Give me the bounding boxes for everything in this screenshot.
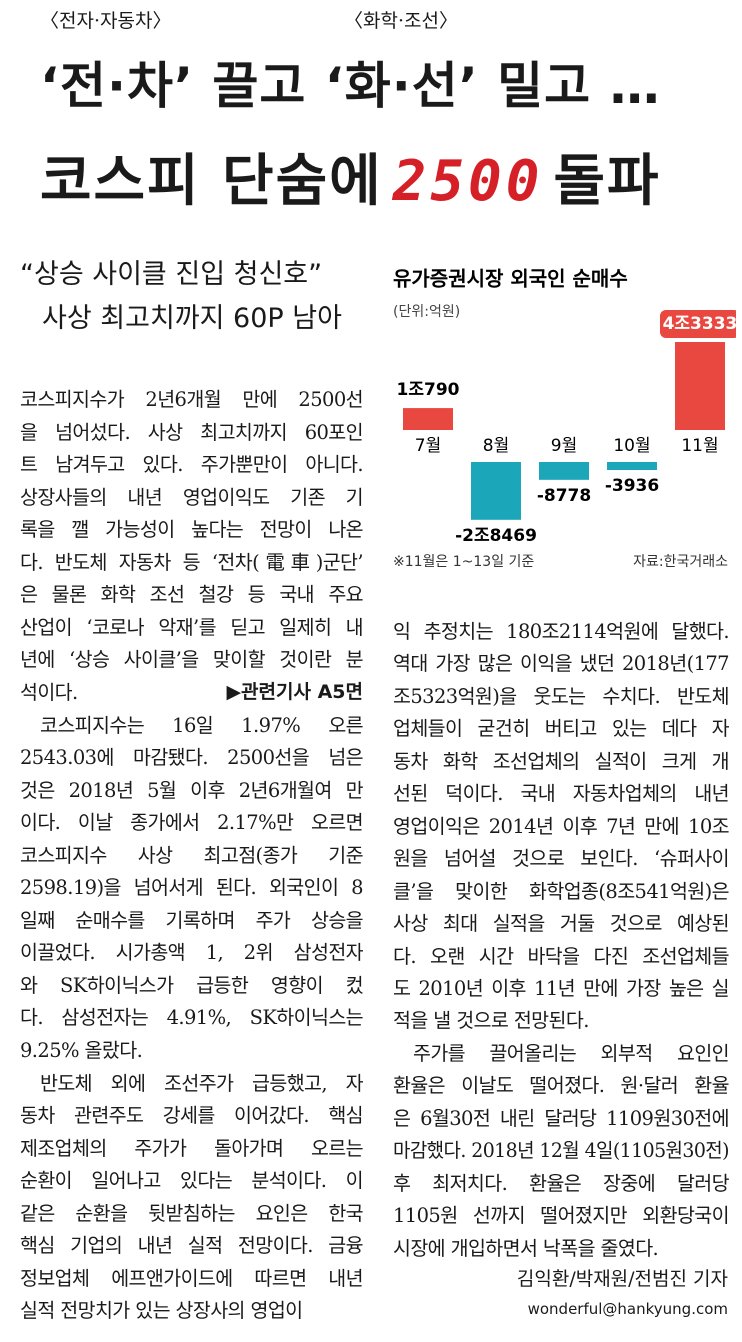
headline-number: 2500: [392, 149, 544, 214]
byline: 김익환/박재원/전범진 기자: [516, 1268, 728, 1290]
text-line: 1105원 선까지 떨어졌지만 외환당국이: [393, 1204, 729, 1228]
chart-title: 유가증권시장 외국인 순매수: [393, 267, 628, 291]
text-line: 2543.03에 마감됐다. 2500선을 넘은: [20, 746, 363, 770]
text-line: 을 넘어섰다. 사상 최고치까지 60포인: [20, 420, 363, 444]
value-label: -8778: [537, 486, 591, 506]
x-tick-label: 8월: [483, 436, 509, 456]
text-line: 순환이 일어나고 있다는 분석이다. 이: [20, 1169, 363, 1193]
bar: [471, 462, 521, 520]
text-line: 코스피지수 사상 최고점(종가 기준: [20, 843, 363, 867]
headline-part: 돌파: [553, 149, 661, 214]
text-line: 반도체 외에 조선주가 급등했고, 자: [40, 1071, 363, 1095]
text-line: 이다. 이날 종가에서 2.17%만 오르면: [20, 811, 363, 835]
bar: [675, 342, 725, 430]
text-line: 시장에 개입하면서 낙폭을 줄였다.: [393, 1236, 659, 1260]
email: wonderful@hankyung.com: [527, 1300, 728, 1318]
text-line: 9.25% 올랐다.: [20, 1039, 143, 1062]
text-line: 트 남겨두고 있다. 주가뿐만이 아니다.: [20, 453, 363, 477]
text-line: 이끌었다. 시가총액 1, 2위 삼성전자: [20, 941, 363, 965]
text-line: 상장사들의 내년 영업이익도 기존 기: [20, 485, 363, 509]
headline-label: 〈화학·조선〉: [344, 10, 458, 32]
bar: [403, 408, 453, 430]
text-line: 제조업체의 주가가 돌아가며 오르는: [20, 1136, 363, 1160]
bar: [539, 462, 589, 480]
x-tick-label: 11월: [681, 436, 718, 456]
text-line: 정보업체 에프앤가이드에 따르면 내년: [20, 1266, 363, 1290]
text-line: 2598.19)을 넘어서게 된다. 외국인이 8: [20, 876, 363, 900]
text-line: 산업이 ‘코로나 악재’를 딛고 일제히 내: [20, 615, 363, 639]
text-line: 일째 순매수를 기록하며 주가 상승을: [20, 908, 363, 932]
text-line: 마감했다. 2018년 12월 4일(1105원30전): [393, 1139, 730, 1163]
value-label: -2조8469: [455, 526, 537, 546]
text-line: 록을 깰 가능성이 높다는 전망이 나온: [20, 518, 363, 542]
text-line: 선된 덕이다. 국내 자동차업체의 내년: [393, 782, 729, 806]
text-line: 익 추정치는 180조2114억원에 달했다.: [393, 620, 729, 643]
x-tick-label: 9월: [551, 436, 577, 456]
text-line: 년에 ‘상승 사이클’을 맞이할 것이란 분: [20, 648, 363, 672]
text-line: 은 물론 화학 조선 철강 등 국내 주요: [20, 583, 363, 607]
text-line: 은 6월30전 내린 달러당 1109원30전에: [393, 1106, 729, 1130]
text-line: 주가를 끌어올리는 외부적 요인인: [413, 1041, 729, 1065]
text-line: 다. 반도체 자동차 등 ‘전차(電車)군단’: [20, 550, 363, 574]
value-label: 1조790: [397, 380, 460, 400]
text-line: 동차 화학 조선업체의 실적이 크게 개: [393, 749, 729, 773]
text-line: 도 2010년 이후 11년 만에 가장 높은 실: [393, 976, 729, 1000]
text-line: 동차 관련주도 강세를 이어갔다. 핵심: [20, 1104, 363, 1128]
text-line: 핵심 기업의 내년 실적 전망이다. 금융: [20, 1234, 363, 1258]
text-line: 사상 최대 실적을 거둘 것으로 예상된: [393, 912, 729, 936]
chart-unit: (단위:억원): [393, 304, 460, 320]
value-label: -3936: [605, 476, 659, 496]
chart-note: ※11월은 1~13일 기준: [393, 554, 534, 570]
headline: ‘전·차’ 끌고 ‘화·선’ 밀고 …: [40, 57, 661, 115]
bar: [607, 462, 657, 470]
subheadline: “상승 사이클 진입 청신호”: [20, 259, 323, 290]
chart-source: 자료:한국거래소: [633, 554, 728, 570]
text-line: 업체들이 굳건히 버티고 있는 데다 자: [393, 717, 729, 741]
chart: 유가증권시장 외국인 순매수 (단위:억원) ※11월은 1~13일 기준 자료…: [393, 267, 736, 570]
headline-part: 코스피 단숨에: [40, 149, 383, 214]
related-article: ▶관련기사 A5면: [226, 681, 363, 703]
text-line: 다. 삼성전자는 4.91%, SK하이닉스는: [20, 1006, 363, 1030]
x-tick-label: 10월: [613, 436, 650, 456]
text-line: 후 최저치다. 환율은 장중에 달러당: [393, 1171, 729, 1195]
text-line: 것은 2018년 5월 이후 2년6개월여 만: [20, 778, 363, 802]
text-line: 환율은 이날도 떨어졌다. 원·달러 환율: [393, 1074, 729, 1098]
text-line: 같은 순환을 뒷받침하는 요인은 한국: [20, 1201, 363, 1225]
text-line: 원을 넘어설 것으로 보인다. ‘슈퍼사이: [393, 847, 729, 871]
headline-label: 〈전자·자동차〉: [40, 10, 172, 32]
text-line: 석이다.: [20, 680, 78, 704]
text-line: 적을 낼 것으로 전망된다.: [393, 1009, 589, 1033]
text-line: 다. 오랜 시간 바닥을 다진 조선업체들: [393, 944, 729, 968]
text-line: 영업이익은 2014년 이후 7년 만에 10조: [393, 814, 729, 838]
value-label-box: [660, 310, 736, 338]
text-line: 역대 가장 많은 이익을 냈던 2018년(177: [393, 652, 729, 676]
subheadline: 사상 최고치까지 60P 남아: [42, 303, 342, 334]
x-tick-label: 7월: [415, 436, 441, 456]
text-line: 실적 전망치가 있는 상장사의 영업이: [20, 1299, 303, 1323]
value-label: 4조3333: [663, 314, 736, 334]
text-line: 클’을 맞이한 화학업종(8조541억원)은: [393, 879, 729, 903]
text-line: 코스피지수는 16일 1.97% 오른: [40, 713, 363, 737]
headline: 코스피 단숨에 2500 돌파: [40, 136, 661, 217]
text-line: 코스피지수가 2년6개월 만에 2500선: [20, 388, 363, 411]
text-line: 조5323억원)을 웃도는 수치다. 반도체: [393, 684, 729, 708]
text-line: 와 SK하이닉스가 급등한 영향이 컸: [20, 973, 363, 997]
